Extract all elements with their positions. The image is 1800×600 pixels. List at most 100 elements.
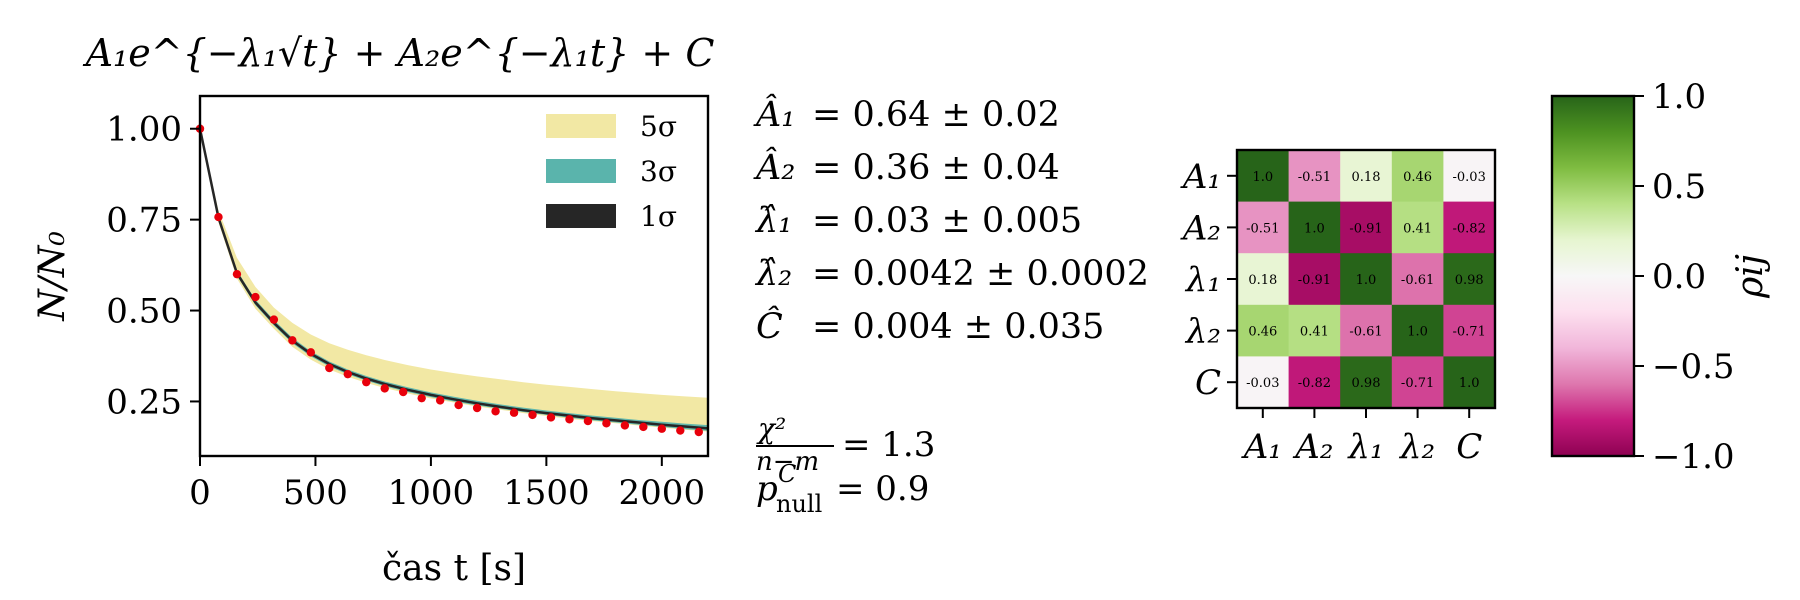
data-point xyxy=(214,212,223,222)
heatmap-cell-label: 0.41 xyxy=(1403,221,1432,236)
decay-plot-title: A₁e^{−λ₁√t} + A₂e^{−λ₁t} + C xyxy=(83,31,715,75)
legend-swatch xyxy=(546,204,616,228)
heatmap-cell xyxy=(1340,356,1393,409)
heatmap-row-label: λ₁ xyxy=(1184,260,1221,300)
data-point xyxy=(676,426,685,435)
data-point xyxy=(639,422,648,432)
legend-swatch xyxy=(546,114,616,138)
heatmap-cell xyxy=(1237,150,1290,203)
data-point xyxy=(565,415,574,424)
data-point xyxy=(325,363,334,373)
heatmap-cell-label: 0.46 xyxy=(1248,325,1277,340)
p-null-superscript: C xyxy=(778,460,796,488)
y-tick-label: 1.00 xyxy=(106,110,182,150)
colorbar-gradient xyxy=(1550,94,1636,458)
colorbar-tick-label: 0.5 xyxy=(1652,167,1706,207)
data-point xyxy=(232,269,242,279)
heatmap-col-label: C xyxy=(1456,427,1482,467)
heatmap-cell-label: -0.51 xyxy=(1246,221,1279,236)
heatmap-cell xyxy=(1443,304,1496,357)
heatmap-cell-label: -0.82 xyxy=(1453,221,1486,236)
y-tick-label: 0.75 xyxy=(106,201,182,241)
data-point xyxy=(343,369,352,379)
heatmap-row-label: λ₂ xyxy=(1184,312,1221,352)
heatmap-cell xyxy=(1443,201,1496,254)
data-point xyxy=(583,416,593,426)
heatmap-cell xyxy=(1340,304,1393,357)
data-point xyxy=(472,403,482,413)
data-point xyxy=(362,377,371,387)
heatmap-cell xyxy=(1340,201,1393,254)
heatmap-cell xyxy=(1288,253,1341,306)
fit-param-symbol: Â₁ xyxy=(753,93,795,135)
data-point xyxy=(399,387,408,397)
band-5-sigma xyxy=(200,128,708,432)
heatmap-cell xyxy=(1443,253,1496,306)
heatmap-col-label: λ₁ xyxy=(1346,427,1383,467)
correlation-matrix: 1.0 -0.51 0.18 0.46 -0.03 -0.51 1.0 -0.91 0.41 -0… xyxy=(1180,148,1497,467)
y-axis-ticks: 0.25 0.50 0.75 1.00 xyxy=(106,110,200,422)
fit-param-value: = 0.004 ± 0.035 xyxy=(812,307,1104,347)
heatmap-cell-label: -0.91 xyxy=(1349,221,1382,236)
legend-label: 5σ xyxy=(640,110,677,143)
x-axis-label: čas t [s] xyxy=(382,548,526,589)
data-point xyxy=(491,407,500,416)
data-point xyxy=(288,336,297,345)
heatmap-cell xyxy=(1391,150,1444,203)
heatmap-cell xyxy=(1237,356,1290,409)
data-point xyxy=(509,408,519,417)
fit-param-symbol: Ĉ xyxy=(756,305,783,347)
heatmap-cell-label: 0.98 xyxy=(1352,376,1381,391)
heatmap-cell xyxy=(1340,253,1393,306)
confidence-bands xyxy=(198,128,709,432)
data-point xyxy=(269,315,279,324)
heatmap-cell xyxy=(1443,356,1496,409)
y-tick-label: 0.25 xyxy=(106,382,182,422)
data-point xyxy=(694,427,703,437)
heatmap-cell-label: 1.0 xyxy=(1356,273,1377,288)
colorbar: 1.0 0.5 0.0 −0.5 −1.0 xyxy=(1550,77,1735,477)
data-point xyxy=(602,419,611,428)
legend-label: 3σ xyxy=(640,155,677,188)
data-points xyxy=(195,124,703,437)
heatmap-cell-label: 0.18 xyxy=(1248,273,1277,288)
heatmap-cell xyxy=(1288,304,1341,357)
heatmap-cell-label: 0.98 xyxy=(1455,273,1484,288)
heatmap-cell xyxy=(1391,356,1444,409)
y-tick-label: 0.50 xyxy=(106,292,182,332)
fit-param-value: = 0.36 ± 0.04 xyxy=(812,148,1060,188)
x-tick-label: 0 xyxy=(189,473,211,513)
chi-square-numerator: χ² xyxy=(756,412,786,445)
legend-label: 1σ xyxy=(640,200,677,233)
heatmap-cell xyxy=(1391,253,1444,306)
chi-square-denominator: n−m xyxy=(756,447,819,477)
data-point xyxy=(620,421,630,430)
data-point xyxy=(417,393,426,403)
heatmap-cell-label: -0.61 xyxy=(1349,325,1382,340)
data-point xyxy=(528,410,537,420)
data-point xyxy=(380,384,389,393)
heatmap-cell-label: -0.91 xyxy=(1298,273,1331,288)
p-null-symbol: p xyxy=(756,469,778,509)
heatmap-cell xyxy=(1237,201,1290,254)
heatmap-cell xyxy=(1237,304,1290,357)
fit-param-symbol: λ̂₁ xyxy=(754,201,792,241)
heatmap-cell-label: 0.46 xyxy=(1403,170,1432,185)
colorbar-tick-label: −1.0 xyxy=(1652,437,1735,477)
heatmap-cell xyxy=(1237,253,1290,306)
heatmap-cell-label: 1.0 xyxy=(1252,170,1273,185)
data-point xyxy=(657,424,667,433)
heatmap-cell-label: -0.51 xyxy=(1298,170,1331,185)
x-tick-label: 1000 xyxy=(388,473,475,513)
heatmap-cell-label: 1.0 xyxy=(1459,376,1480,391)
colorbar-tick-label: 1.0 xyxy=(1652,77,1706,117)
data-point xyxy=(435,396,445,405)
heatmap-col-label: λ₂ xyxy=(1398,427,1435,467)
heatmap-col-label: A₁ xyxy=(1241,427,1282,467)
heatmap-cell-label: -0.71 xyxy=(1401,376,1434,391)
p-null-value: = 0.9 xyxy=(836,469,929,509)
colorbar-tick-label: −0.5 xyxy=(1652,347,1735,387)
heatmap-cell-label: 0.41 xyxy=(1300,325,1329,340)
fit-param-value: = 0.03 ± 0.005 xyxy=(812,201,1082,241)
